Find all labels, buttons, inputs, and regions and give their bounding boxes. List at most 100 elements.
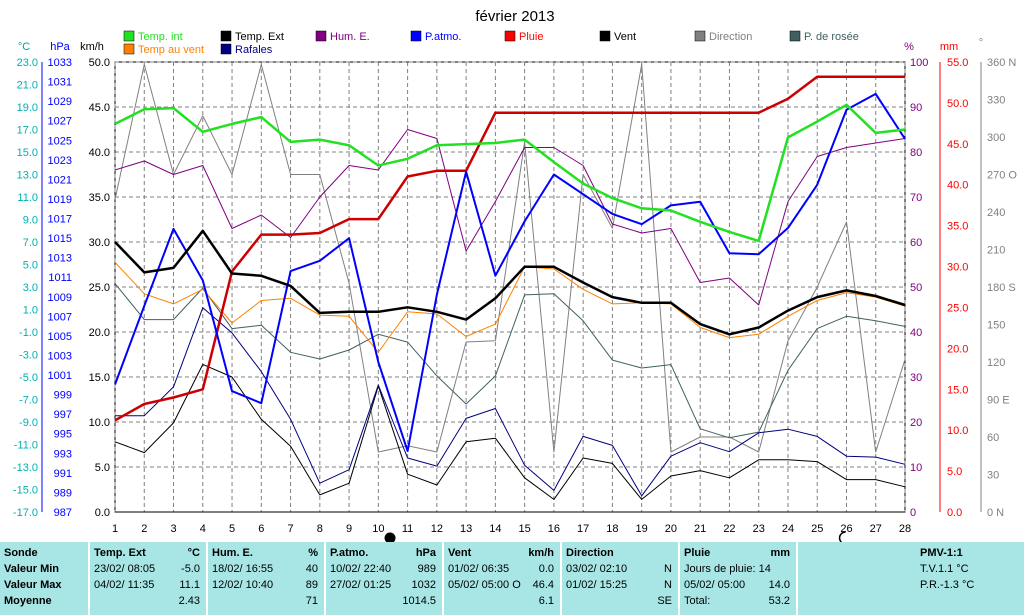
temp-tick-label: 7.0 — [23, 237, 38, 249]
wind-tick-label: 5.0 — [95, 462, 110, 474]
stats-panel: Sonde Valeur Min Valeur Max Moyenne Temp… — [0, 542, 1024, 615]
press-tick-label: 1005 — [48, 331, 72, 343]
hum-max-date: 12/02/ 10:40 — [212, 579, 274, 591]
press-tick-label: 1015 — [48, 233, 72, 245]
temp-tick-label: 15.0 — [17, 147, 38, 159]
temp-title: Temp. Ext — [94, 547, 146, 559]
hum-title: Hum. E. — [212, 547, 253, 559]
press-tick-label: 1021 — [48, 174, 72, 186]
temp-tick-label: -1.0 — [19, 327, 38, 339]
wind-tick-label: 0.0 — [95, 507, 110, 519]
hum-tick-label: 50 — [910, 282, 922, 294]
temp-tick-label: -15.0 — [13, 485, 38, 497]
dir-tick-label: 30 — [987, 470, 999, 482]
temp-unit: °C — [187, 547, 200, 559]
x-tick-label: 23 — [753, 523, 765, 535]
legend-label: Pluie — [519, 31, 543, 43]
x-tick-label: 3 — [170, 523, 176, 535]
series-layer — [114, 64, 906, 500]
press-tick-label: 1023 — [48, 155, 72, 167]
press-tick-label: 1033 — [48, 57, 72, 69]
wind-min-val: 0.0 — [538, 563, 554, 575]
x-tick-label: 24 — [782, 523, 794, 535]
dir-axis-unit: ° — [979, 37, 983, 49]
legend-swatch — [504, 30, 516, 42]
legend-label: Rafales — [235, 44, 273, 56]
temp-tick-label: 13.0 — [17, 170, 38, 182]
rain-tick-label: 35.0 — [947, 221, 968, 233]
wind-min-date: 01/02/ 06:35 — [448, 563, 510, 575]
rain-tick-label: 15.0 — [947, 384, 968, 396]
legend-label: P.atmo. — [425, 31, 462, 43]
press-tick-label: 1031 — [48, 77, 72, 89]
temp-tick-label: 21.0 — [17, 80, 38, 92]
sonde-title: Sonde — [4, 547, 38, 559]
x-tick-label: 25 — [811, 523, 823, 535]
legend-swatch — [220, 43, 232, 55]
x-tick-label: 11 — [402, 523, 413, 535]
press-title: P.atmo. — [330, 547, 369, 559]
dir-min-date: 03/02/ 02:10 — [566, 563, 628, 575]
x-tick-label: 17 — [577, 523, 589, 535]
x-tick-label: 16 — [548, 523, 560, 535]
dir-tick-label: 150 — [987, 320, 1005, 332]
rain-tick-label: 40.0 — [947, 180, 968, 192]
press-tick-label: 993 — [54, 448, 72, 460]
press-tick-label: 1007 — [48, 311, 72, 323]
moon-markers — [384, 531, 846, 542]
temp-min-val: -5.0 — [181, 563, 200, 575]
wind-tick-label: 10.0 — [89, 417, 110, 429]
axis-unit-labels: °C hPa km/h % mm ° — [18, 37, 983, 53]
wind-tick-label: 30.0 — [89, 237, 110, 249]
temp-tick-label: 1.0 — [23, 305, 38, 317]
legend-swatch — [789, 30, 801, 42]
temp-min-date: 23/02/ 08:05 — [94, 563, 156, 575]
wind-axis-unit: km/h — [80, 41, 104, 53]
dir-tick-label: 90 E — [987, 395, 1010, 407]
press-tick-label: 989 — [54, 487, 72, 499]
wind-tick-label: 20.0 — [89, 327, 110, 339]
x-tick-label: 2 — [141, 523, 147, 535]
legend-label: Hum. E. — [330, 31, 370, 43]
stats-col-wind: Vent km/h 01/02/ 06:35 0.0 05/02/ 05:00 O 4… — [444, 542, 560, 615]
legend-swatch — [315, 30, 327, 42]
temp-tick-label: 19.0 — [17, 102, 38, 114]
press-axis-unit: hPa — [50, 41, 70, 53]
rain-tick-label: 50.0 — [947, 98, 968, 110]
new-moon-icon — [384, 532, 396, 542]
press-tick-label: 991 — [54, 468, 72, 480]
press-tick-label: 1029 — [48, 96, 72, 108]
hum-tick-label: 80 — [910, 147, 922, 159]
legend-swatch — [599, 30, 611, 42]
hum-unit: % — [308, 547, 318, 559]
temp-tick-label: -13.0 — [13, 462, 38, 474]
press-tick-label: 1013 — [48, 253, 72, 265]
wind-tick-label: 50.0 — [89, 57, 110, 69]
legend-label: Temp au vent — [138, 44, 204, 56]
rain-tick-label: 55.0 — [947, 57, 968, 69]
hum-tick-label: 40 — [910, 327, 922, 339]
x-tick-label: 8 — [317, 523, 323, 535]
stats-col-rain: Pluie mm Jours de pluie: 14 05/02/ 05:00 1… — [680, 542, 796, 615]
x-tick-label: 27 — [870, 523, 882, 535]
legend-swatch — [123, 43, 135, 55]
series-temp-au-vent-line — [114, 261, 906, 353]
row-label-min: Valeur Min — [4, 563, 60, 575]
x-tick-label: 6 — [258, 523, 264, 535]
row-label-max: Valeur Max — [4, 579, 62, 591]
hum-tick-label: 30 — [910, 372, 922, 384]
dir-tick-label: 60 — [987, 432, 999, 444]
x-tick-label: 5 — [229, 523, 235, 535]
series-hum-e-line — [114, 129, 906, 306]
temp-max-val: 11.1 — [179, 579, 200, 591]
stats-col-press: P.atmo. hPa 10/02/ 22:40 989 27/02/ 01:25 1… — [326, 542, 442, 615]
hum-tick-label: 100 — [910, 57, 928, 69]
series-pluie-line — [114, 75, 905, 422]
rain-tick-label: 30.0 — [947, 262, 968, 274]
press-tick-label: 1027 — [48, 116, 72, 128]
press-tick-label: 997 — [54, 409, 72, 421]
x-tick-label: 13 — [460, 523, 472, 535]
temp-max-date: 04/02/ 11:35 — [94, 579, 155, 591]
x-tick-label: 1 — [112, 523, 118, 535]
row-label-avg: Moyenne — [4, 595, 52, 607]
